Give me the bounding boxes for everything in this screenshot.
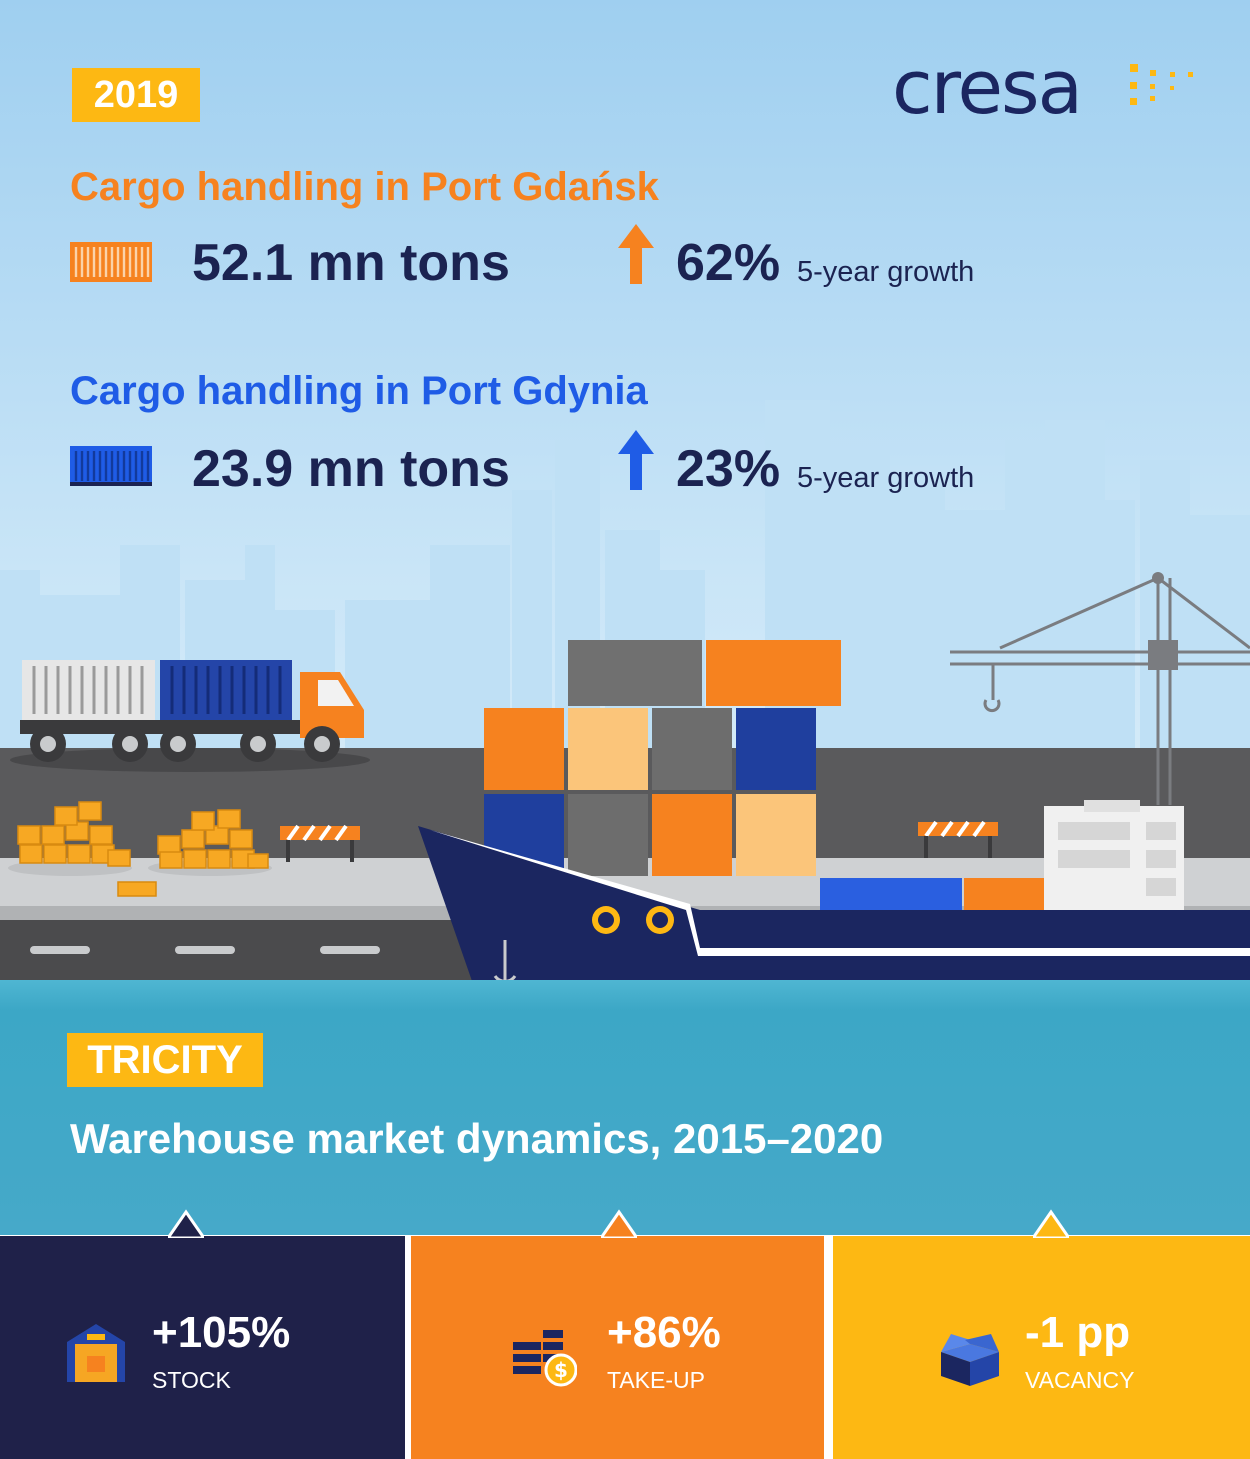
year-badge: 2019 <box>72 68 200 122</box>
vacancy-label: VACANCY <box>1025 1367 1135 1393</box>
cresa-logo: cresa <box>892 48 1202 128</box>
gdansk-title: Cargo handling in Port Gdańsk <box>70 165 659 209</box>
gdansk-growth-label: 5-year growth <box>797 256 975 288</box>
orange-container-icon <box>70 242 152 282</box>
harbour-scene-illustration <box>0 572 1250 1040</box>
gdynia-tons: 23.9 mn tons <box>192 440 510 498</box>
panel-notch <box>1033 1209 1069 1238</box>
arrow-up-icon <box>618 430 654 490</box>
open-box-icon <box>941 1334 999 1386</box>
blue-container-icon <box>70 446 152 486</box>
panel-notch <box>168 1209 204 1238</box>
gdynia-growth-label: 5-year growth <box>797 462 975 494</box>
water-band <box>0 980 1250 1235</box>
gdynia-title: Cargo handling in Port Gdynia <box>70 369 648 413</box>
panel-notch <box>601 1209 637 1238</box>
stock-label: STOCK <box>152 1367 231 1393</box>
gdansk-tons: 52.1 mn tons <box>192 234 510 292</box>
logo-dots-icon <box>1130 64 1193 105</box>
stat-panel-vacancy: -1 pp VACANCY <box>833 1209 1250 1459</box>
vacancy-value: -1 pp <box>1025 1308 1131 1357</box>
stat-panel-take-up: $ +86% TAKE-UP <box>411 1209 824 1459</box>
take-up-value: +86% <box>607 1308 721 1357</box>
stock-value: +105% <box>152 1308 291 1357</box>
logo-text: cresa <box>892 45 1083 131</box>
market-title: Warehouse market dynamics, 2015–2020 <box>70 1115 884 1162</box>
svg-text:$: $ <box>554 1358 568 1382</box>
gdynia-growth-pct: 23% <box>676 440 781 498</box>
take-up-label: TAKE-UP <box>607 1367 705 1393</box>
region-badge: TRICITY <box>67 1033 263 1087</box>
arrow-up-icon <box>618 224 654 284</box>
stat-panel-stock: +105% STOCK <box>0 1209 405 1459</box>
coins-dollar-icon: $ <box>513 1330 577 1387</box>
gdansk-growth-pct: 62% <box>676 234 781 292</box>
warehouse-icon <box>67 1324 125 1382</box>
